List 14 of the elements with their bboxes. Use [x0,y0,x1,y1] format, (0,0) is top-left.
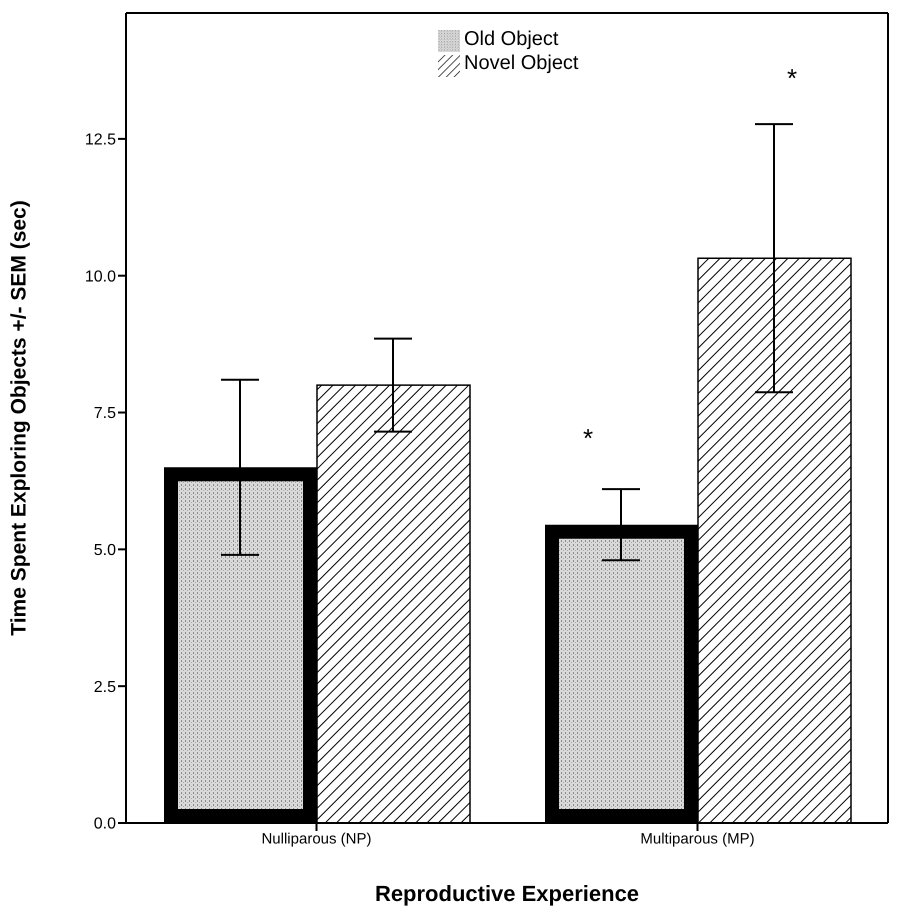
y-axis-title: Time Spent Exploring Objects +/- SEM (sec) [7,200,30,636]
legend-label: Old Object [464,28,558,50]
y-tick-label: 10.0 [84,268,116,286]
x-tick-label: Multiparous (MP) [640,830,755,848]
y-tick-label: 0.0 [94,816,116,833]
annotation: * [786,63,798,93]
x-tick-label: Nulliparous (NP) [261,830,372,848]
y-tick-label: 5.0 [94,542,116,560]
annotation: * [582,423,594,453]
legend-label: Novel Object [464,52,578,74]
y-tick-label: 12.5 [84,132,116,149]
y-tick-label: 7.5 [94,405,116,422]
x-axis-title: Reproductive Experience [374,881,640,906]
y-tick-label: 2.5 [94,678,116,696]
